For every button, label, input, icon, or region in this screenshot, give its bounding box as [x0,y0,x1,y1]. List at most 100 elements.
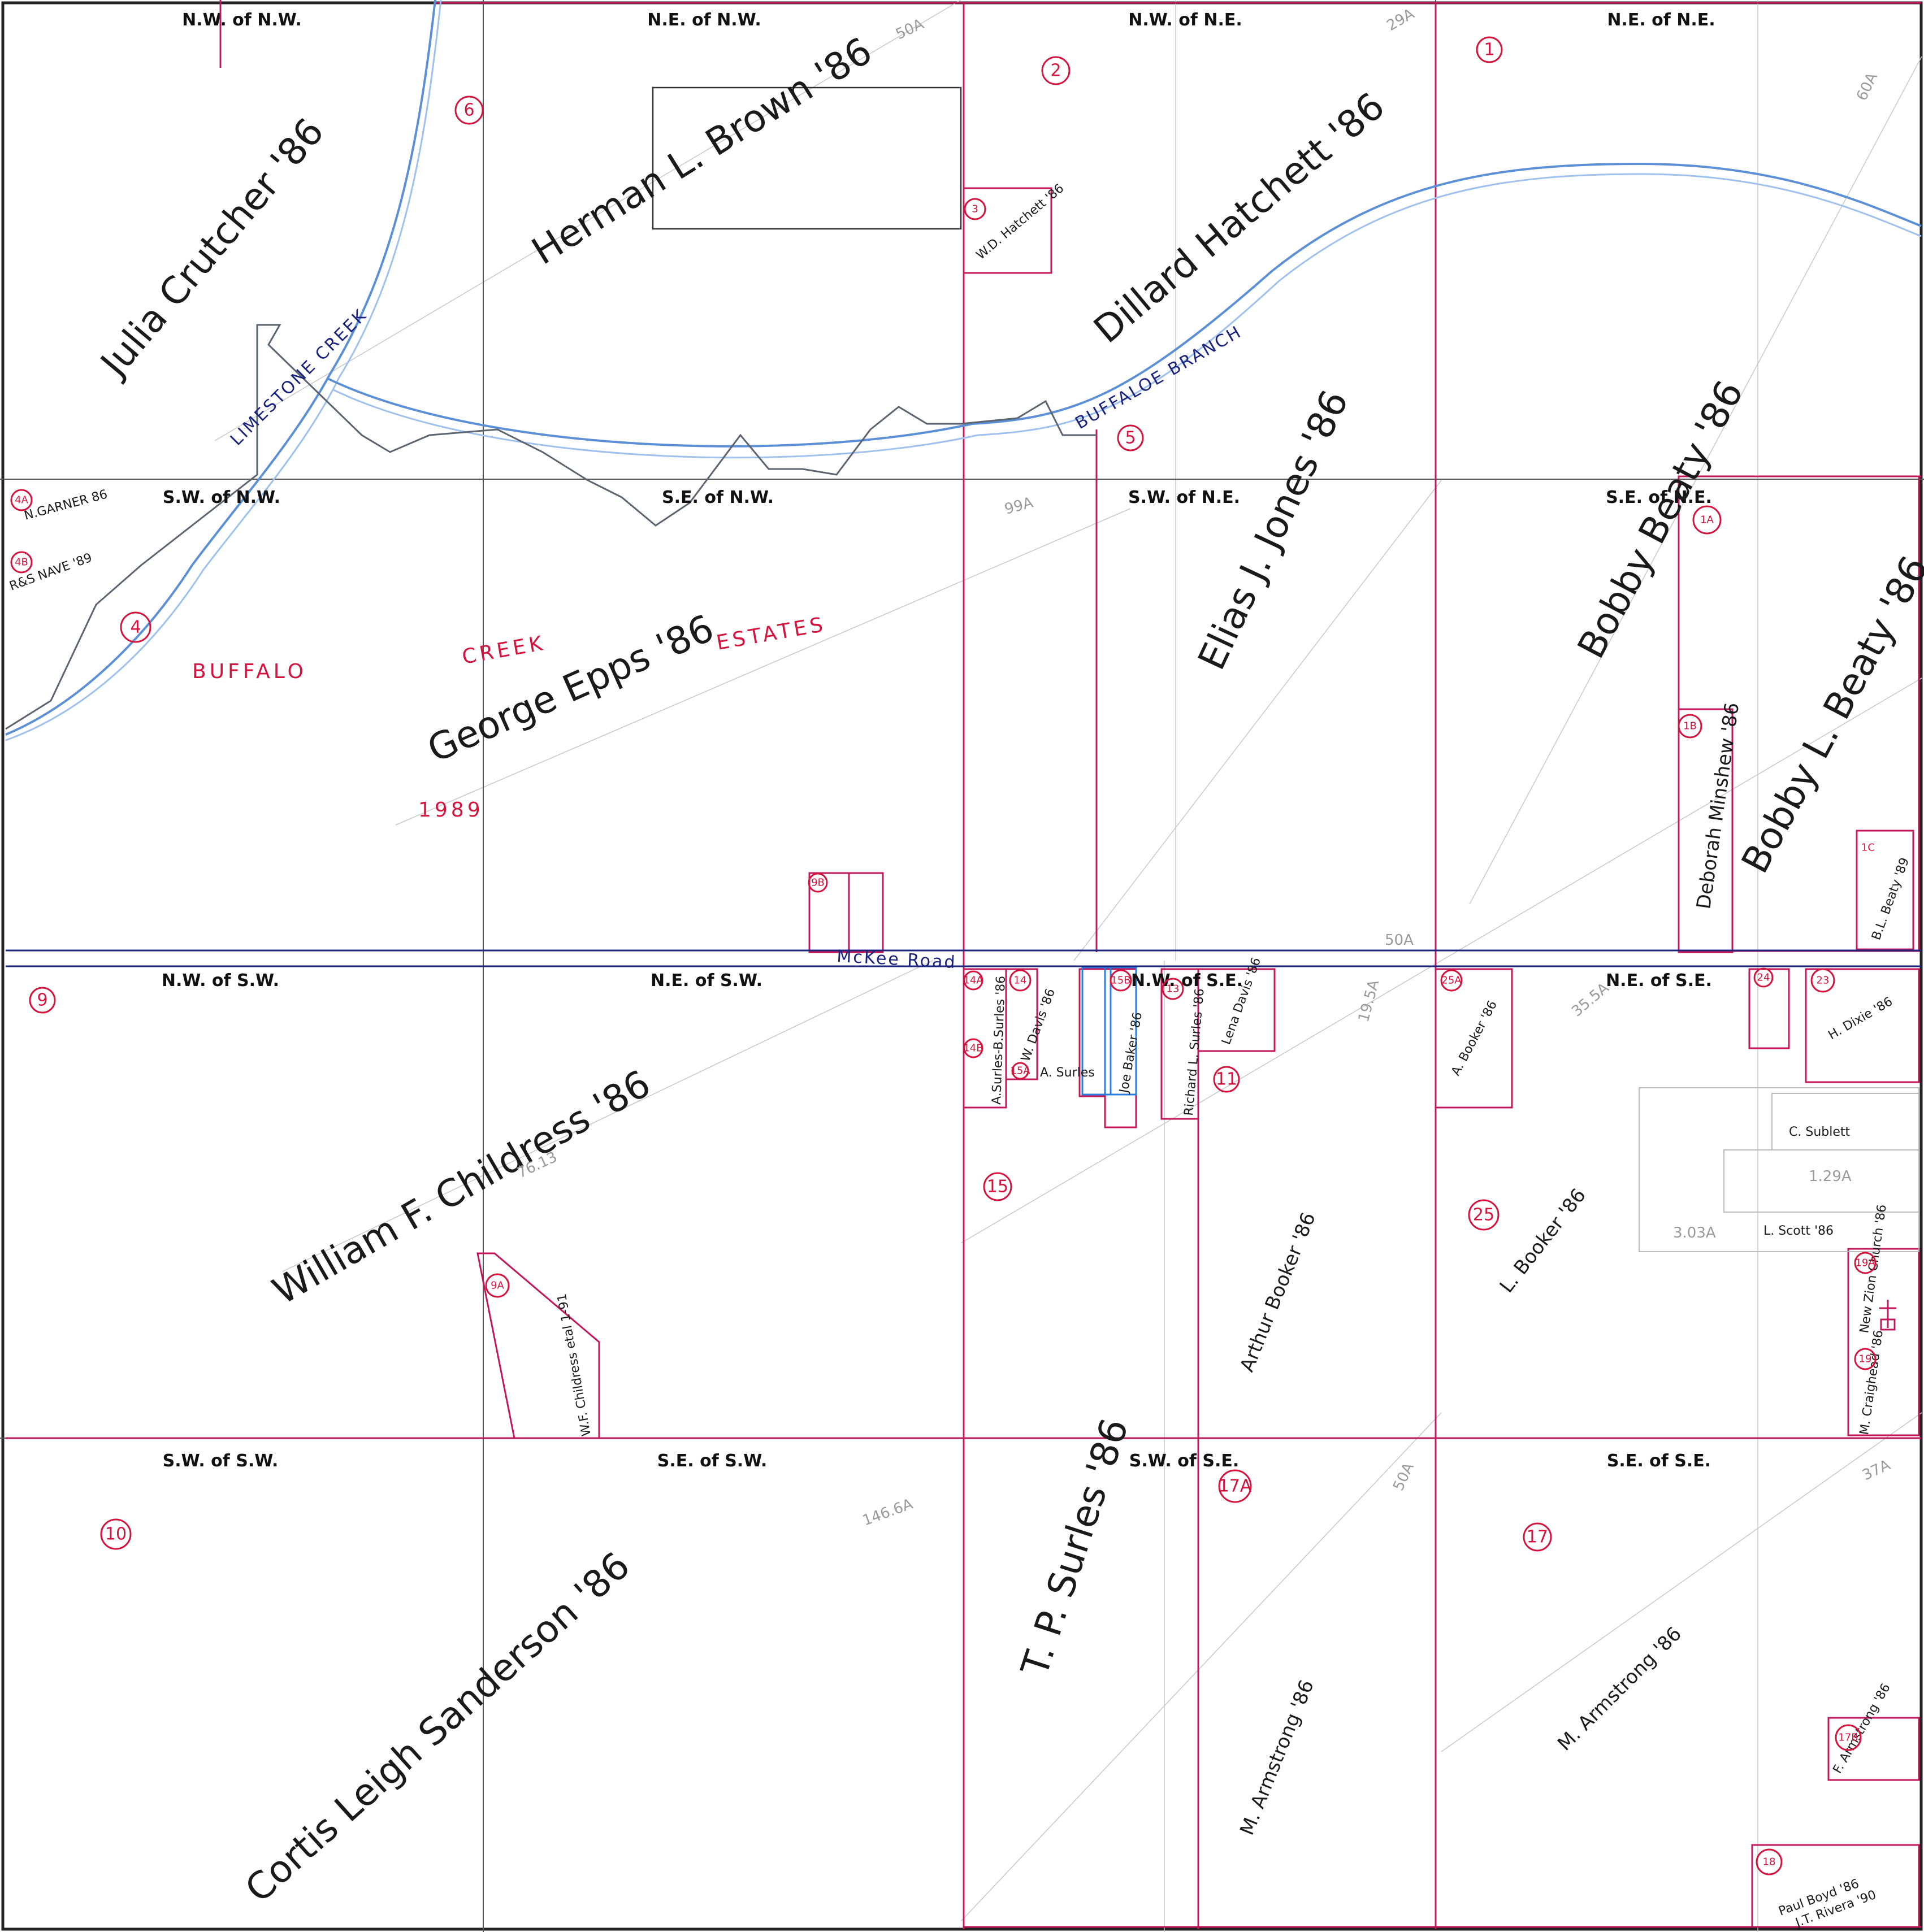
owner-tp-surles: T. P. Surles '86 [1013,1413,1137,1682]
owner-elias-jones: Elias J. Jones '86 [1190,384,1357,676]
header-ne-nw: N.E. of N.W. [647,10,761,30]
svg-text:14B: 14B [963,1043,983,1054]
acreage-50-sw: 50A [1390,1460,1418,1493]
svg-text:1: 1 [1484,40,1494,60]
header-ne-sw: N.E. of S.W. [651,971,762,991]
parcel-marker-5: 5 [1117,424,1144,451]
header-se-sw: S.E. of S.W. [657,1451,768,1471]
parcel-marker-15a: 15A [1010,1062,1030,1080]
owner-herman-brown: Herman L. Brown '86 [525,29,879,273]
parcel-marker-19: 19 [1854,1348,1877,1370]
svg-text:4B: 4B [15,557,28,568]
parcel-marker-4b: 4B [10,551,33,574]
acreage-3-03: 3.03A [1673,1225,1716,1241]
parcel-marker-11: 11 [1213,1066,1240,1093]
owner-arthur-booker: Arthur Booker '86 [1236,1209,1320,1375]
pencil-parcels [652,86,1919,1252]
owner-m-armstrong-sw: M. Armstrong '86 [1236,1677,1319,1838]
parcel-marker-14b: 14B [963,1038,983,1058]
svg-text:1A: 1A [1700,514,1714,526]
parcel-marker-13: 13 [1162,978,1184,1000]
parcel-marker-23: 23 [1810,968,1835,993]
parcel-marker-1c: 1C [1861,842,1875,854]
parcel-number-markers: 1 1A 1B 1C 2 3 4 4A 4B 5 6 9 9A 9B 10 11… [10,36,1877,1875]
svg-text:9B: 9B [811,877,825,889]
parcel-marker-4a: 4A [10,489,33,511]
header-sw-sw: S.W. of S.W. [163,1451,279,1471]
owner-wf-childress-small: W.F. Childress etal 1-91 [555,1292,594,1437]
owner-c-sublett: C. Sublett [1789,1125,1850,1139]
parcel-marker-25a: 25A [1440,969,1463,992]
svg-text:25: 25 [1473,1205,1494,1225]
owner-w-davis: W. Davis '86 [1019,987,1058,1063]
acreage-35: 35.5A [1568,980,1612,1021]
owner-h-dixie: H. Dixie '86 [1826,995,1895,1043]
parcel-marker-14a: 14A [963,970,983,991]
parcel-marker-9b: 9B [808,872,828,893]
svg-text:19A: 19A [1855,1257,1875,1269]
acreage-19: 19.5A [1355,978,1383,1024]
svg-text:1B: 1B [1683,720,1697,732]
parcel-marker-1a: 1A [1692,505,1722,535]
owner-cortis-sanderson: Cortis Leigh Sanderson '86 [237,1544,638,1911]
acreage-1-29: 1.29A [1809,1168,1852,1185]
owner-george-epps: George Epps '86 [421,606,720,771]
svg-text:15B: 15B [1111,975,1130,987]
parcel-marker-6: 6 [454,95,484,125]
quarter-headers: N.W. of N.W. N.E. of N.W. N.W. of N.E. N… [162,10,1715,1471]
header-nw-nw: N.W. of N.W. [182,10,302,30]
svg-text:25A: 25A [1441,975,1462,987]
header-se-nw: S.E. of N.W. [662,488,774,507]
header-sw-se: S.W. of S.E. [1129,1451,1240,1471]
svg-text:23: 23 [1817,975,1830,987]
header-nw-ne: N.W. of N.E. [1128,10,1242,30]
acreage-99: 99A [1003,494,1035,518]
header-nw-se: N.W. of S.E. [1131,971,1243,991]
parcel-marker-1b: 1B [1678,714,1702,739]
svg-text:9A: 9A [491,1280,504,1292]
header-nw-sw: N.W. of S.W. [162,971,279,991]
header-se-ne: S.E. of N.E. [1606,488,1712,507]
svg-text:11: 11 [1216,1070,1237,1089]
subdivision-word-1: BUFFALO [192,660,307,683]
owner-dillard-hatchett: Dillard Hatchett '86 [1086,84,1393,351]
svg-text:6: 6 [463,101,474,120]
owner-bl-beaty: B.L. Beaty '89 [1869,856,1912,942]
subdivision-year: 1989 [418,798,484,822]
owner-m-armstrong-se: M. Armstrong '86 [1553,1622,1686,1755]
owner-wd-hatchett: W.D. Hatchett '86 [974,181,1067,263]
svg-text:14A: 14A [963,975,983,987]
parcel-marker-4: 4 [120,611,151,643]
owner-l-booker: L. Booker '86 [1496,1184,1591,1297]
svg-text:4A: 4A [15,494,28,506]
buffalo-branch-label: BUFFALOE BRANCH [1072,322,1246,433]
church-icon [1879,1300,1896,1331]
svg-text:24: 24 [1757,972,1770,984]
header-ne-ne: N.E. of N.E. [1607,10,1715,30]
subdivision-word-2: CREEK [460,632,547,669]
svg-text:13: 13 [1167,983,1180,995]
parcel-marker-9: 9 [29,987,56,1014]
header-sw-nw: S.W. of N.W. [163,488,280,507]
svg-text:2: 2 [1050,61,1061,81]
parcel-marker-1: 1 [1476,36,1503,63]
header-ne-se: N.E. of S.E. [1606,971,1712,991]
subdivision-word-3: ESTATES [714,613,827,654]
acreage-50-mid: 50A [1385,932,1414,949]
parcel-marker-3: 3 [964,198,986,220]
svg-text:9: 9 [37,991,47,1010]
svg-text:1C: 1C [1861,842,1875,854]
svg-text:14: 14 [1014,975,1027,987]
parcel-marker-24: 24 [1753,967,1774,988]
header-sw-ne: S.W. of N.E. [1128,488,1240,507]
parcel-marker-10: 10 [100,1518,132,1550]
parcel-marker-2: 2 [1041,56,1071,85]
parcel-marker-17b: 17B [1835,1724,1862,1751]
header-se-se: S.E. of S.E. [1607,1451,1711,1471]
parcel-marker-18: 18 [1756,1848,1783,1875]
parcel-marker-14: 14 [1009,969,1032,992]
owner-julia-crutcher: Julia Crutcher '86 [91,110,332,387]
creek-lines [5,0,1922,741]
jagged-boundary [5,324,1097,730]
